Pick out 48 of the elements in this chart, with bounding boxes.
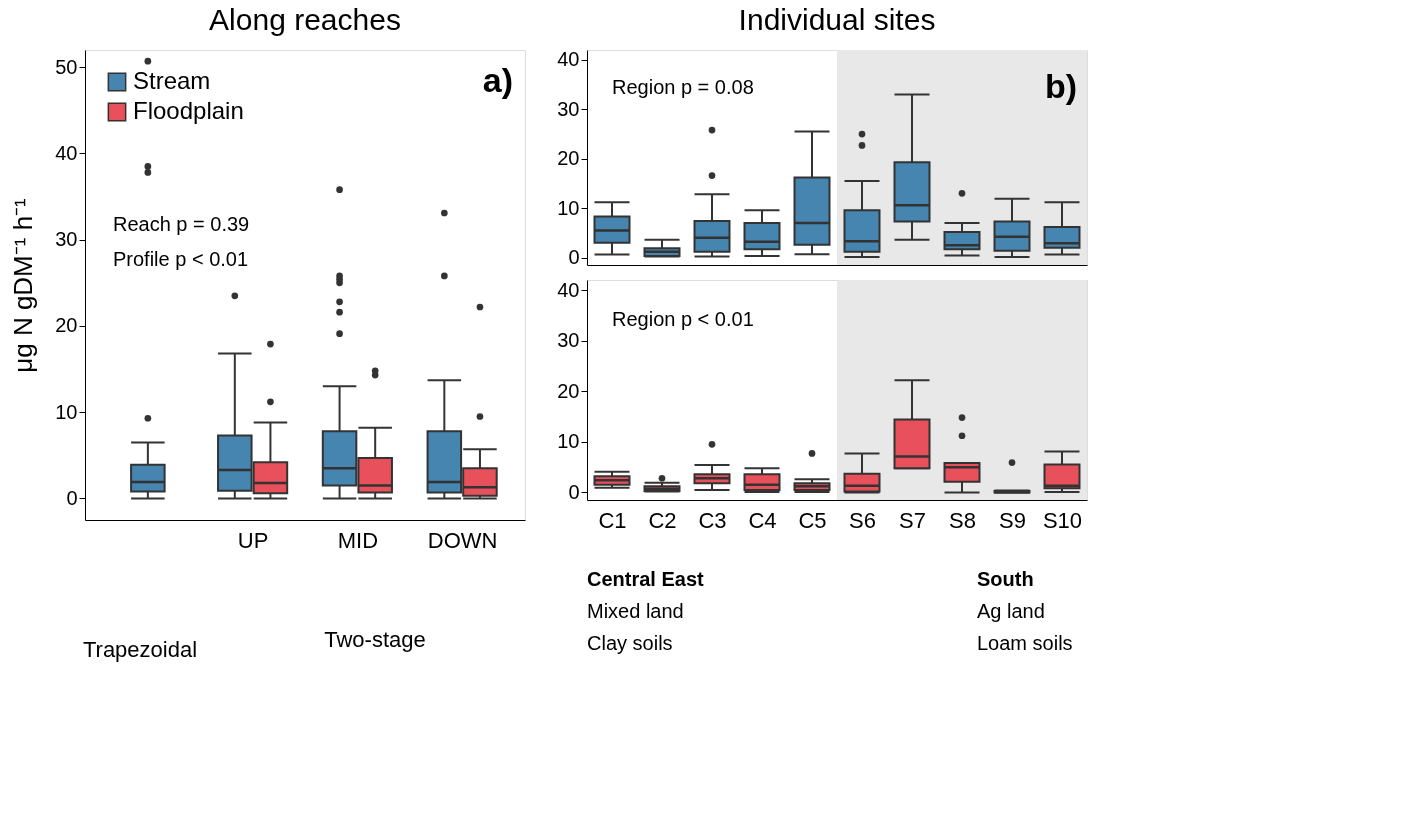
y-tick-label: 0 <box>568 480 580 503</box>
text: Clay soils <box>587 632 673 654</box>
annotation: a) <box>482 61 513 99</box>
text: Trapezoidal <box>82 637 198 662</box>
chart-title: Individual sites <box>738 2 936 36</box>
x-tick-label: C2 <box>648 507 677 533</box>
x-tick-label: C5 <box>798 507 827 533</box>
annotation: Region p = 0.08 <box>612 76 754 98</box>
x-tick-label: S7 <box>899 507 926 533</box>
y-tick-label: 30 <box>55 228 78 251</box>
legend-label: Floodplain <box>133 97 244 124</box>
text: Loam soils <box>977 632 1073 654</box>
y-tick-label: 30 <box>557 329 580 352</box>
annotation: Region p < 0.01 <box>612 308 754 330</box>
legend-label: Stream <box>133 67 211 94</box>
x-tick-label: C3 <box>698 507 727 533</box>
chart-title: Along reaches <box>209 3 401 36</box>
y-tick-label: 20 <box>55 314 78 337</box>
x-tick-label: C4 <box>748 507 777 533</box>
y-tick-label: 0 <box>66 486 78 509</box>
y-tick-label: 10 <box>557 430 580 453</box>
x-tick-label: C1 <box>598 507 627 533</box>
x-tick-label: S9 <box>999 507 1026 533</box>
text: South <box>977 568 1034 590</box>
y-tick-label: 10 <box>557 196 580 219</box>
y-tick-label: 20 <box>557 147 580 170</box>
y-tick-label: 40 <box>557 48 580 71</box>
y-tick-label: 30 <box>557 97 580 120</box>
x-tick-label: MID <box>337 527 379 553</box>
x-tick-label: S6 <box>849 507 876 533</box>
y-tick-label: 50 <box>55 55 78 78</box>
annotation: b) <box>1044 67 1077 105</box>
y-tick-label: 40 <box>55 141 78 164</box>
x-tick-label: S10 <box>1042 507 1083 533</box>
text: Ag land <box>977 600 1045 622</box>
y-axis-title: μg N gDM⁻¹ h⁻¹ <box>8 197 39 373</box>
text: Central East <box>587 568 705 590</box>
y-tick-label: 0 <box>568 246 580 269</box>
text: Mixed land <box>587 600 684 622</box>
text: Two-stage <box>324 627 426 652</box>
annotation: Profile p < 0.01 <box>113 248 249 270</box>
y-tick-label: 10 <box>55 400 78 423</box>
y-tick-label: 40 <box>557 278 580 301</box>
x-tick-label: UP <box>237 527 269 553</box>
x-tick-label: S8 <box>949 507 976 533</box>
x-tick-label: DOWN <box>427 527 498 553</box>
annotation: Reach p = 0.39 <box>113 213 250 235</box>
y-tick-label: 20 <box>557 379 580 402</box>
